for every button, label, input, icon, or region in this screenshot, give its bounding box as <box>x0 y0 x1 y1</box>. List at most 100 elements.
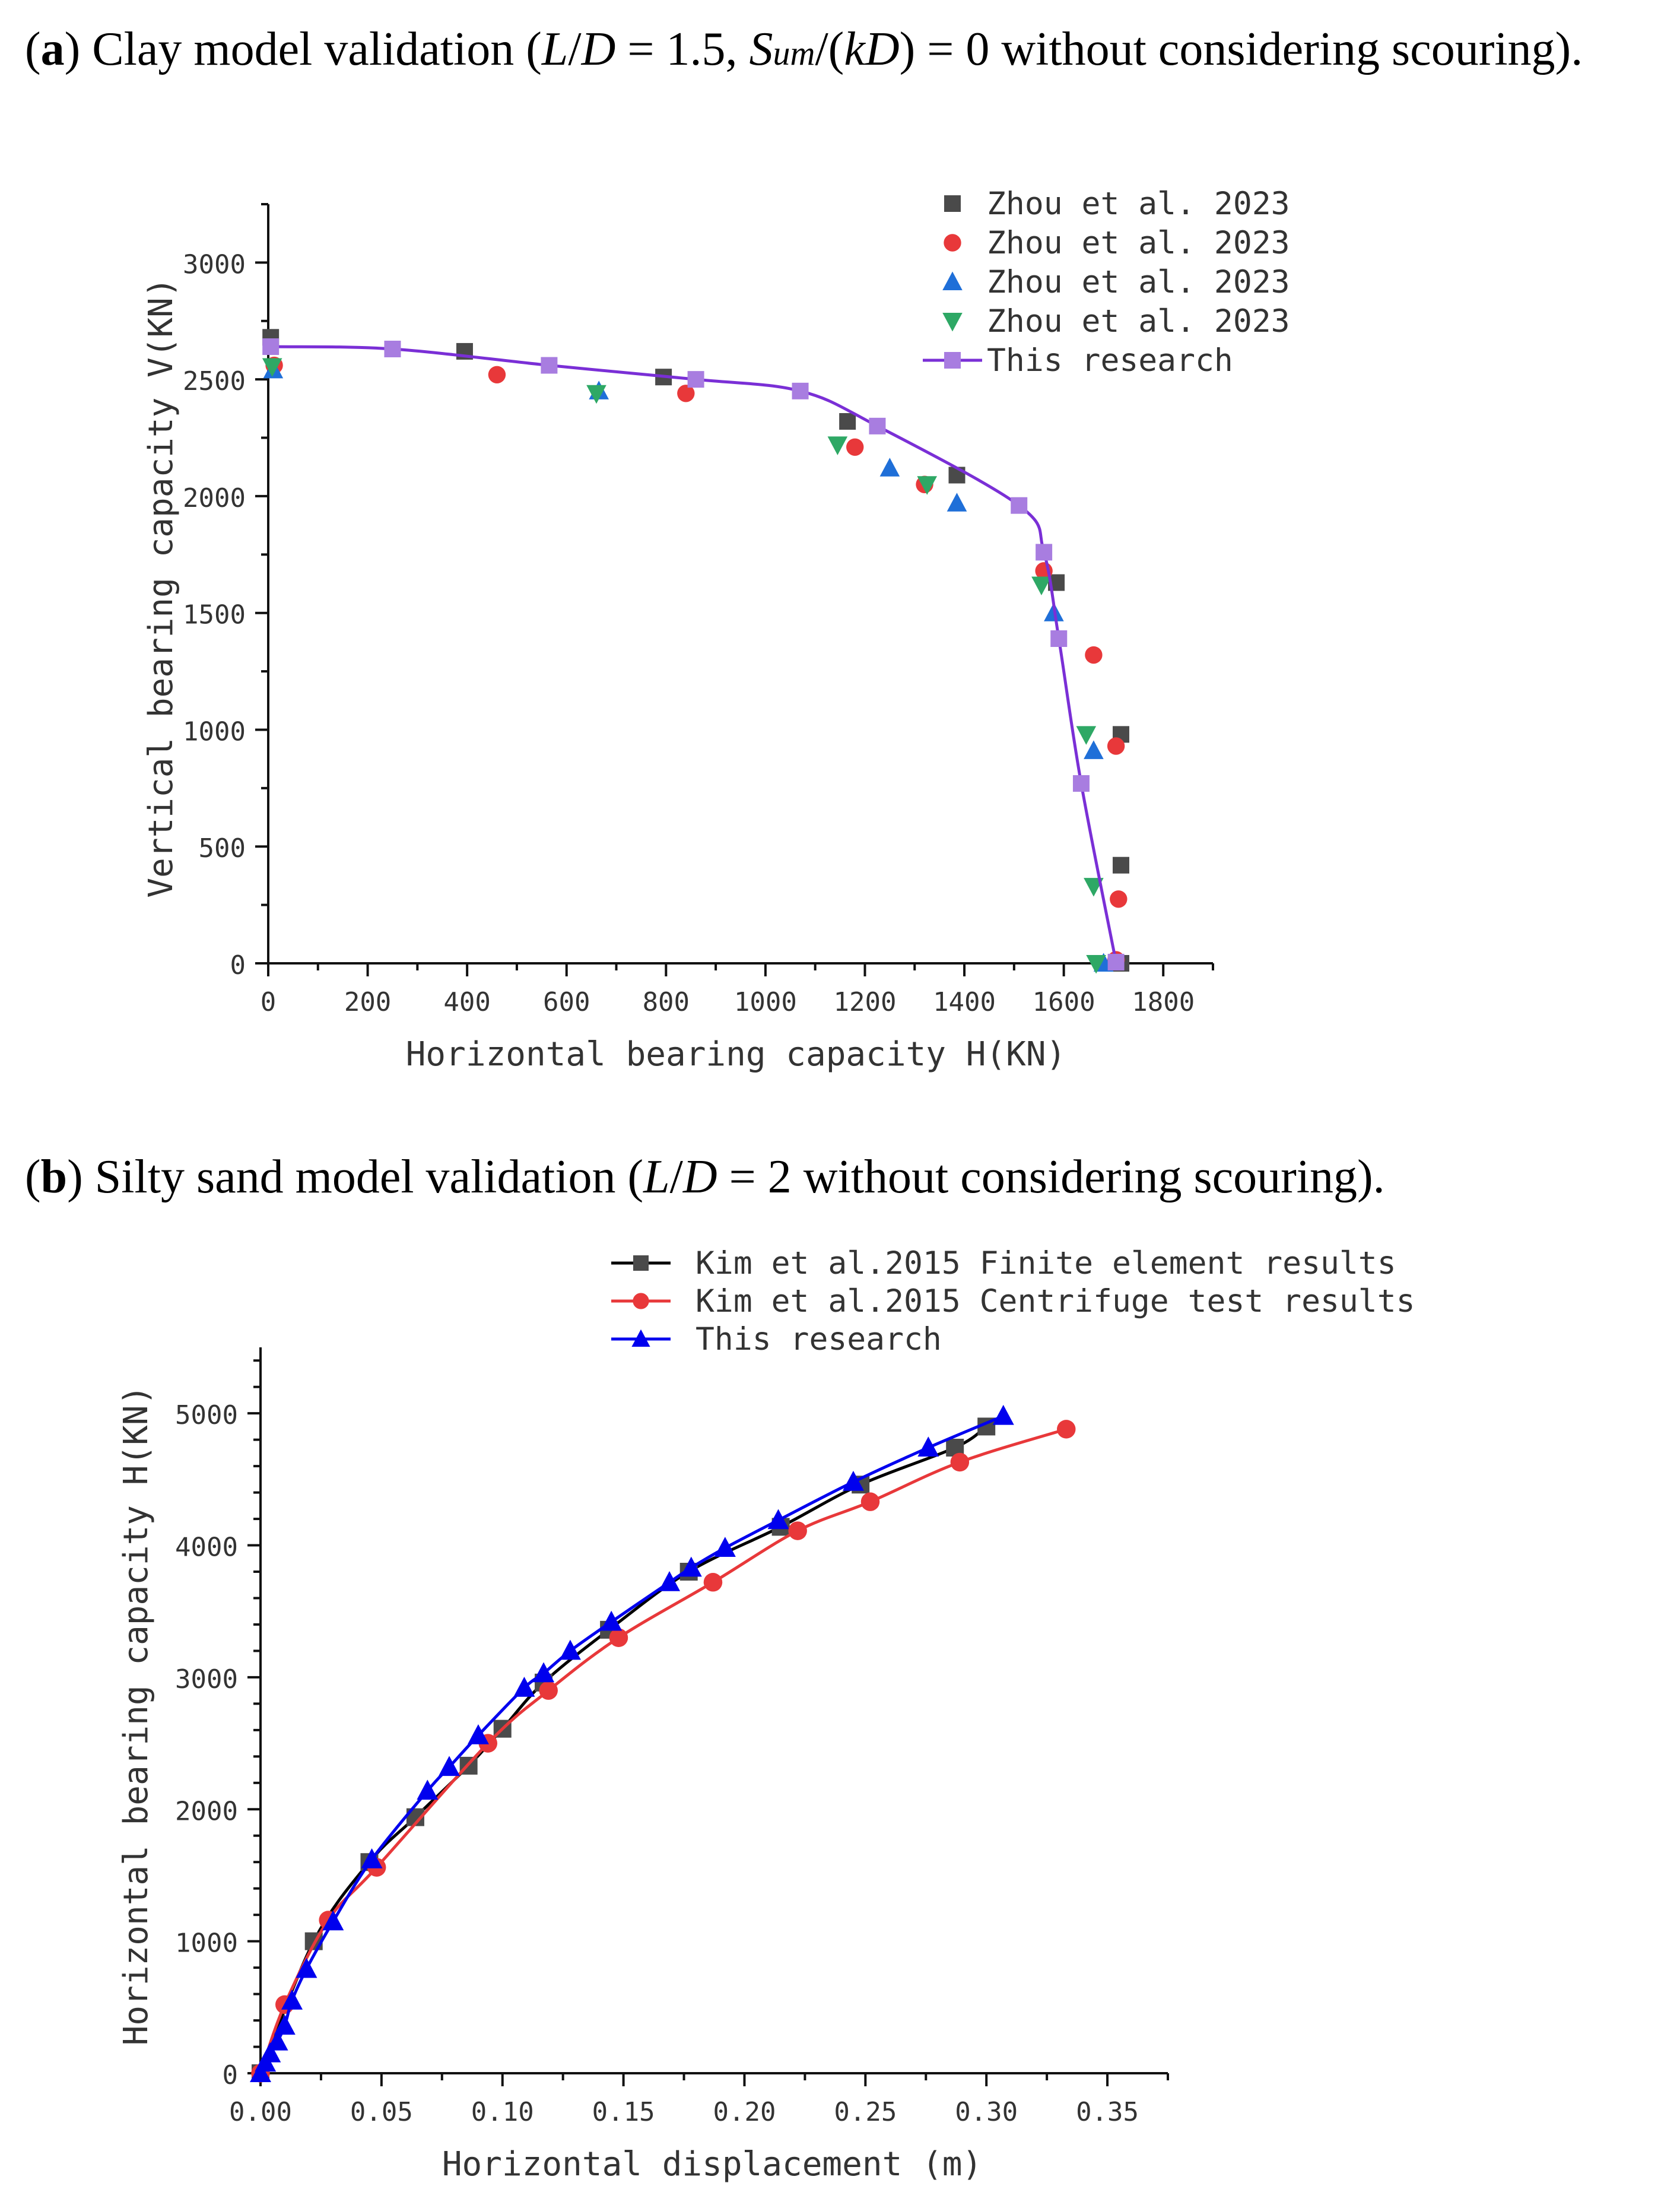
chart1-series-1-point <box>609 1628 628 1647</box>
chart0-y-tick-label: 0 <box>230 950 246 981</box>
chart0-series-1-point <box>846 438 864 456</box>
caption-b-slash: / <box>669 1151 683 1203</box>
chart1-x-axis-label: Horizontal displacement (m) <box>442 2145 982 2184</box>
chart1-x-tick-label: 0.35 <box>1076 2097 1139 2127</box>
chart1-series-2 <box>250 1404 1014 2082</box>
chart1-y-tick-label: 4000 <box>175 1533 238 1563</box>
chart1-y-tick-label: 1000 <box>175 1928 238 1959</box>
chart0-legend-label: Zhou et al. 2023 <box>987 264 1290 300</box>
chart1-series-2-point <box>296 1957 317 1978</box>
chart0-y-tick-label: 1500 <box>183 600 246 630</box>
chart1-series-0-line <box>259 1425 987 2074</box>
chart0-x-tick-label: 1600 <box>1033 987 1095 1017</box>
chart0-x-tick-label: 0 <box>261 987 277 1017</box>
chart0-x-tick-label: 200 <box>344 987 391 1017</box>
chart0-x-tick-label: 1000 <box>734 987 797 1017</box>
chart0-series-4-point <box>1072 775 1090 792</box>
chart1-x-tick-label: 0.00 <box>229 2097 292 2127</box>
chart1-series-2-point <box>601 1610 623 1631</box>
chart0-legend-label: Zhou et al. 2023 <box>987 225 1290 261</box>
chart0-series-3-point <box>1086 955 1106 974</box>
chart0-series-4-point <box>262 338 280 356</box>
chart0-y-tick-label: 1000 <box>183 716 246 747</box>
chart1-series-2-point <box>659 1571 681 1591</box>
chart1-legend-marker <box>633 1255 649 1271</box>
chart1-series-1-point <box>1057 1420 1076 1439</box>
chart1-series-2-point <box>417 1779 439 1800</box>
chart0-series-4-point <box>384 340 401 357</box>
chart0-legend-marker <box>944 352 961 369</box>
chart1-series-2-point <box>250 2062 271 2082</box>
caption-b-L: L <box>643 1151 670 1203</box>
chart0-series-3-point <box>586 385 606 404</box>
chart0-y-tick-label: 3000 <box>183 249 246 280</box>
chart0-y-axis-label: Vertical bearing capacity V(KN) <box>142 277 180 897</box>
chart0-legend-marker <box>944 234 961 252</box>
chart1-series-1-point <box>860 1492 880 1511</box>
caption-b-label: b <box>40 1151 68 1203</box>
chart1-series-2-point <box>559 1639 581 1660</box>
chart1-series-2-line <box>259 1414 1004 2074</box>
caption-a-S: S <box>749 23 773 75</box>
chart0-series-3-point <box>1076 726 1097 745</box>
chart0-legend-marker <box>942 271 963 290</box>
caption-a: (a) Clay model validation (L/D = 1.5, Su… <box>25 23 1583 75</box>
chart0-series-3-point <box>262 358 282 377</box>
chart0-series-2-point <box>1084 740 1104 759</box>
chart1-series-2-point <box>322 1910 344 1931</box>
chart0-y-tick-label: 2500 <box>183 366 246 396</box>
chart0-series-3-point <box>917 476 938 495</box>
chart0-x-tick-label: 400 <box>443 987 490 1017</box>
chart1-series-2-point <box>361 1848 383 1868</box>
caption-a-text-1: ) Clay model validation ( <box>64 23 542 75</box>
caption-a-text-4: ) = 0 without considering scouring). <box>899 23 1583 75</box>
chart1-series-2-point <box>992 1404 1014 1425</box>
chart0-legend-label: Zhou et al. 2023 <box>987 186 1290 222</box>
chart1-legend-marker <box>631 1329 650 1347</box>
chart1-series-1 <box>251 1420 1076 2083</box>
chart1-y-tick-label: 3000 <box>175 1664 238 1695</box>
chart1-x-tick-label: 0.15 <box>592 2097 655 2127</box>
chart1-legend-label: This research <box>695 1321 942 1357</box>
chart0-series-0-point <box>839 413 856 430</box>
caption-a-D: D <box>581 23 616 75</box>
chart1-series-2-point <box>513 1676 535 1697</box>
chart0-x-tick-label: 600 <box>543 987 590 1017</box>
chart0-series-4-point <box>541 357 558 374</box>
chart0-series-3-point <box>1031 576 1052 595</box>
caption-a-sub: um <box>773 34 815 72</box>
chart1-series-2-point <box>680 1556 702 1577</box>
chart0-series-1-point <box>1107 737 1125 755</box>
caption-b-text-2: = 2 without considering scouring). <box>717 1151 1385 1203</box>
chart1-x-tick-label: 0.25 <box>834 2097 897 2127</box>
chart1-series-1-point <box>788 1521 807 1540</box>
chart0-x-tick-label: 1800 <box>1132 987 1195 1017</box>
caption-b-D: D <box>682 1151 717 1203</box>
chart1-series-0 <box>252 1417 996 2082</box>
chart1-series-2-point <box>917 1436 939 1457</box>
chart0-x-tick-label: 800 <box>643 987 690 1017</box>
chart0-series-1-point <box>1110 890 1128 908</box>
chart1-series-1-line <box>259 1427 1067 2074</box>
chart0-series-4-point <box>1011 497 1028 514</box>
chart1-x-tick-label: 0.05 <box>350 2097 413 2127</box>
caption-a-label: a <box>40 23 65 75</box>
chart1-series-1-point <box>703 1573 723 1592</box>
chart1-legend-label: Kim et al.2015 Centrifuge test results <box>695 1283 1415 1319</box>
chart1-series-2-point <box>714 1537 736 1557</box>
chart1-y-tick-label: 0 <box>223 2060 239 2090</box>
chart1-x-tick-label: 0.30 <box>955 2097 1018 2127</box>
caption-a-kD: kD <box>844 23 900 75</box>
caption-b-text-1: ) Silty sand model validation ( <box>67 1151 644 1203</box>
chart1-series-2-point <box>274 2014 296 2035</box>
chart1-series-2-point <box>259 2042 281 2063</box>
chart1-y-axis-label: Horizontal bearing capacity H(KN) <box>117 1385 155 2046</box>
chart0-legend-marker <box>944 195 961 212</box>
chart1-series-2-point <box>266 2030 288 2051</box>
chart0-series-4-point <box>687 371 704 388</box>
chart0-series-4-point <box>1050 630 1068 647</box>
chart1-y-tick-label: 5000 <box>175 1400 238 1430</box>
chart1-legend-label: Kim et al.2015 Finite element results <box>695 1245 1396 1281</box>
chart1-series-1-point <box>539 1681 558 1700</box>
